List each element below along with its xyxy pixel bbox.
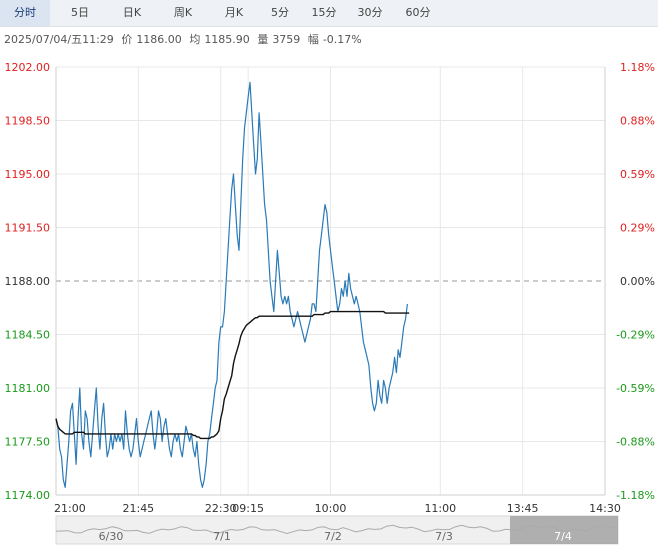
pct-tick-label: 0.00% [620,275,655,288]
tab-4[interactable]: 周K [173,6,193,19]
x-tick-label: 10:00 [315,502,347,515]
tab-9[interactable]: 60分 [405,6,431,19]
x-tick-label: 09:15 [232,502,264,515]
navigator-date-label: 7/2 [324,530,342,543]
y-tick-label: 1188.00 [5,275,51,288]
tab-8[interactable]: 30分 [357,6,383,19]
tab-1[interactable]: 分时 [0,0,50,26]
quote-info-bar: 2025/07/04/五11:29 价 1186.00 均 1185.90 量 375… [4,30,366,50]
tab-7[interactable]: 15分 [311,6,337,19]
period-tab-bar: 分时 5日 日K 周K 月K 5分 15分 30分 60分 [0,0,658,27]
y-tick-label: 1191.50 [5,222,51,235]
navigator-date-label: 7/3 [435,530,453,543]
y-tick-label: 1174.00 [5,489,51,502]
pct-tick-label: -0.29% [616,329,655,342]
x-tick-label: 13:45 [507,502,539,515]
navigator-selection[interactable] [510,516,618,544]
navigator-history-line [55,524,619,535]
pct-tick-label: 0.88% [620,115,655,128]
tab-3[interactable]: 日K [122,6,142,19]
volume-value: 3759 [272,33,301,46]
y-tick-label: 1198.50 [5,115,51,128]
x-tick-label: 11:00 [424,502,456,515]
price-line [55,81,408,488]
y-tick-label: 1177.50 [5,436,51,449]
tab-5[interactable]: 月K [224,6,244,19]
average-price-line [55,310,410,440]
change-value: -0.17% [322,33,362,46]
y-tick-label: 1184.50 [5,329,51,342]
quote-datetime: 2025/07/04/五11:29 [4,33,114,46]
avg-value: 1185.90 [204,33,250,46]
pct-tick-label: -1.18% [616,489,655,502]
x-tick-label: 14:30 [589,502,621,515]
pct-tick-label: 1.18% [620,61,655,74]
pct-tick-label: 0.29% [620,222,655,235]
price-label: 价 [121,33,133,46]
navigator-date-label: 7/1 [213,530,231,543]
change-label: 幅 [307,33,319,46]
avg-label: 均 [189,33,201,46]
navigator-date-label: 6/30 [99,530,124,543]
y-tick-label: 1202.00 [5,61,51,74]
tab-2[interactable]: 5日 [71,6,89,19]
y-tick-label: 1181.00 [5,382,51,395]
navigator-date-label: 7/4 [554,530,572,543]
price-value: 1186.00 [136,33,182,46]
tab-6[interactable]: 5分 [271,6,289,19]
x-tick-label: 22:30 [205,502,237,515]
x-tick-label: 21:45 [122,502,154,515]
pct-tick-label: -0.88% [616,436,655,449]
volume-label: 量 [257,33,269,46]
pct-tick-label: -0.59% [616,382,655,395]
x-tick-label: 21:00 [54,502,86,515]
pct-tick-label: 0.59% [620,168,655,181]
y-tick-label: 1195.00 [5,168,51,181]
